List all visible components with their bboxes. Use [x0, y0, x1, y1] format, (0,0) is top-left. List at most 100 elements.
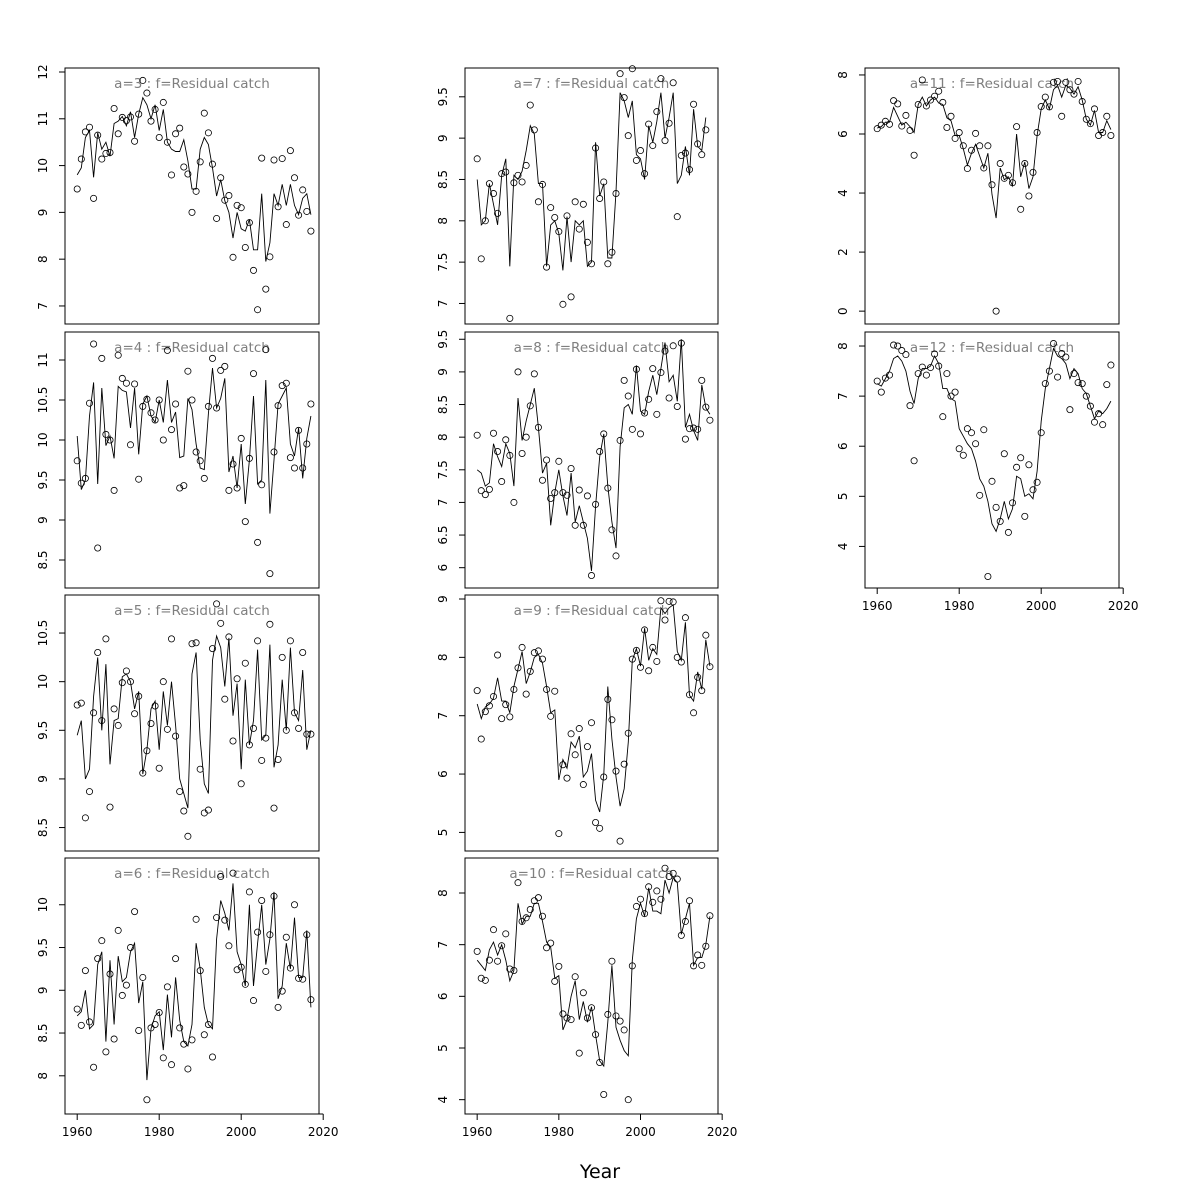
observed-point	[77, 155, 85, 163]
observed-point	[890, 341, 898, 349]
observed-point	[649, 142, 657, 150]
observed-point	[510, 967, 518, 975]
y-tick-label: 7	[436, 300, 450, 308]
observed-point	[681, 614, 689, 622]
observed-point	[608, 248, 616, 256]
observed-point	[665, 119, 673, 127]
observed-point	[489, 692, 497, 700]
observed-point	[278, 382, 286, 390]
observed-point	[628, 425, 636, 433]
y-tick-label: 9.5	[36, 721, 50, 740]
panel-frame	[464, 594, 719, 852]
observed-point	[910, 457, 918, 465]
observed-point	[604, 260, 612, 268]
observed-point	[118, 679, 126, 687]
observed-point	[498, 942, 506, 950]
observed-point	[155, 396, 163, 404]
x-tick-label: 1980	[144, 1125, 175, 1139]
observed-point	[547, 495, 555, 503]
observed-point	[976, 142, 984, 150]
observed-point	[628, 655, 636, 663]
observed-point	[898, 122, 906, 130]
observed-point	[988, 181, 996, 189]
observed-point	[498, 478, 506, 486]
observed-point	[270, 892, 278, 900]
observed-point	[184, 832, 192, 840]
observed-point	[677, 151, 685, 159]
observed-point	[563, 491, 571, 499]
observed-point	[473, 947, 481, 955]
observed-point	[677, 339, 685, 347]
y-tick-label: 9.5	[436, 87, 450, 106]
observed-point	[245, 219, 253, 227]
observed-point	[233, 484, 241, 492]
y-tick-label: 6.5	[436, 526, 450, 545]
x-tick-label: 2020	[707, 1125, 738, 1139]
observed-point	[624, 1096, 632, 1104]
observed-point	[485, 180, 493, 188]
panel-frame	[64, 331, 320, 589]
observed-point	[114, 721, 122, 729]
observed-point	[935, 87, 943, 95]
observed-point	[551, 489, 559, 497]
y-tick-label: 6	[436, 993, 450, 1001]
observed-point	[135, 1026, 143, 1034]
observed-point	[221, 362, 229, 370]
observed-point	[307, 400, 315, 408]
observed-point	[127, 113, 135, 121]
observed-point	[1025, 461, 1033, 469]
observed-point	[1058, 112, 1066, 120]
y-tick-label: 9	[36, 775, 50, 783]
observed-point	[473, 687, 481, 695]
panel-frame	[64, 594, 320, 852]
observed-point	[258, 896, 266, 904]
observed-point	[237, 963, 245, 971]
observed-point	[575, 486, 583, 494]
observed-point	[596, 194, 604, 202]
observed-point	[233, 966, 241, 974]
observed-point	[262, 346, 270, 354]
observed-point	[172, 732, 180, 740]
observed-point	[686, 897, 694, 905]
observed-point	[579, 200, 587, 208]
observed-point	[217, 619, 225, 627]
panel-title: a=4 : f=Residual catch	[114, 340, 270, 356]
observed-point	[877, 388, 885, 396]
y-tick-label: 9	[436, 595, 450, 603]
observed-point	[543, 685, 551, 693]
observed-point	[596, 824, 604, 832]
panel-2: a=4 : f=Residual catch 8.5 9 9.5 10 10.5 11	[36, 331, 320, 589]
observed-point	[77, 699, 85, 707]
observed-point	[221, 695, 229, 703]
observed-point	[110, 1035, 118, 1043]
observed-point	[494, 957, 502, 965]
observed-point	[110, 104, 118, 112]
observed-point	[106, 970, 114, 978]
observed-point	[299, 975, 307, 983]
y-tick-label: 9	[436, 368, 450, 376]
observed-point	[286, 147, 294, 155]
observed-point	[1033, 129, 1041, 137]
observed-point	[1095, 131, 1103, 139]
observed-point	[681, 917, 689, 925]
panel-frame	[864, 331, 1120, 589]
observed-point	[1062, 78, 1070, 86]
observed-point	[645, 120, 653, 128]
x-tick-label: 1960	[62, 1125, 93, 1139]
observed-point	[641, 170, 649, 178]
observed-point	[102, 149, 110, 157]
observed-point	[106, 803, 114, 811]
observed-point	[282, 379, 290, 387]
observed-point	[963, 425, 971, 433]
x-tick-label: 1980	[944, 599, 975, 613]
y-tick-label: 4	[836, 543, 850, 551]
observed-point	[254, 637, 262, 645]
observed-point	[526, 402, 534, 410]
observed-point	[608, 716, 616, 724]
observed-point	[588, 719, 596, 727]
observed-point	[506, 314, 514, 322]
observed-point	[534, 894, 542, 902]
observed-point	[204, 129, 212, 137]
observed-point	[694, 140, 702, 148]
observed-point	[514, 664, 522, 672]
